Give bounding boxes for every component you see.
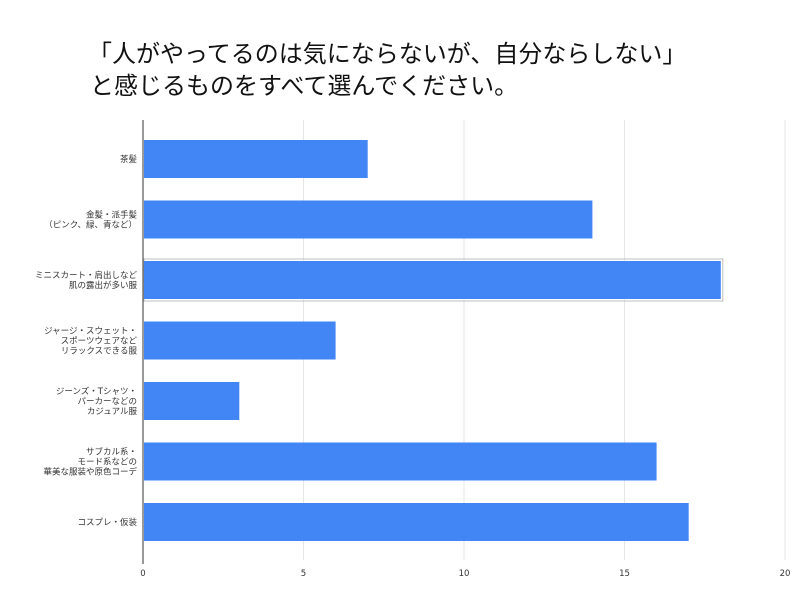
category-label-0: 茶髪: [120, 154, 138, 165]
category-label-5-line-1: モード系などの: [77, 457, 137, 468]
category-label-3-line-0: ジャージ・スウェット・: [44, 327, 137, 337]
category-label-2-line-0: ミニスカート・肩出しなど: [35, 270, 138, 281]
bar-2: [144, 261, 721, 299]
category-label-5-line-2: 華美な服装や原色コーデ: [43, 467, 137, 478]
category-label-2: ミニスカート・肩出しなど肌の露出が多い服: [35, 270, 138, 291]
category-label-5-line-0: サブカル系・: [86, 447, 137, 458]
chart-title: 「人がやってるのは気にならないが、自分ならしない」 と感じるものをすべて選んでく…: [88, 38, 778, 102]
x-tick-label-1: 5: [301, 569, 306, 579]
category-label-6: コスプレ・仮装: [77, 517, 137, 528]
category-label-2-line-1: 肌の露出が多い服: [69, 280, 138, 291]
bar-1: [144, 200, 593, 239]
bar-4: [144, 382, 240, 420]
category-label-4-line-2: カジュアル服: [87, 407, 138, 417]
bar-0: [144, 140, 368, 178]
bar-3: [144, 321, 336, 360]
x-tick-label-3: 15: [619, 569, 630, 579]
category-label-4: ジーンズ・Tシャツ・パーカーなどのカジュアル服: [56, 386, 138, 417]
bar-6: [144, 503, 689, 541]
category-label-3-line-1: スポーツウェアなど: [61, 337, 138, 347]
category-label-1-line-1: （ピンク、緑、青など）: [44, 220, 137, 231]
category-label-1: 金髪・派手髪（ピンク、緑、青など）: [44, 210, 137, 231]
category-label-0-line-0: 茶髪: [120, 154, 138, 165]
x-tick-label-0: 0: [140, 569, 145, 579]
chart-title-line-2: と感じるものをすべて選んでください。: [90, 72, 519, 100]
category-label-1-line-0: 金髪・派手髪: [86, 210, 138, 221]
category-label-3-line-2: リラックスできる服: [61, 347, 138, 357]
category-label-4-line-0: ジーンズ・Tシャツ・: [56, 386, 137, 397]
category-label-4-line-1: パーカーなどの: [77, 397, 137, 407]
x-tick-label-4: 20: [780, 569, 791, 579]
category-label-5: サブカル系・モード系などの華美な服装や原色コーデ: [43, 447, 137, 478]
category-label-6-line-0: コスプレ・仮装: [77, 517, 137, 528]
chart-title-line-1: 「人がやってるのは気にならないが、自分ならしない」: [88, 40, 687, 68]
bar-5: [144, 442, 657, 481]
category-label-3: ジャージ・スウェット・スポーツウェアなどリラックスできる服: [44, 327, 137, 357]
x-tick-label-2: 10: [459, 569, 470, 579]
